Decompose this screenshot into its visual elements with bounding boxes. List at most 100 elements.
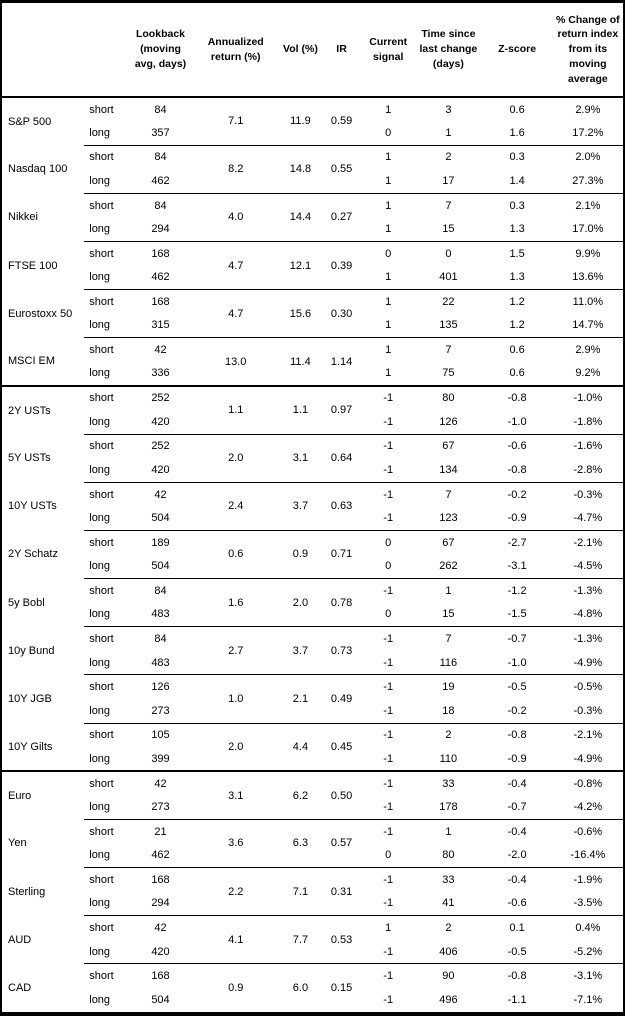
cell-time-long: 401: [415, 265, 482, 291]
cell-leg-long: long: [84, 313, 129, 339]
cell-pct-change-long: 13.6%: [552, 265, 623, 291]
cell-lookback-short: 168: [151, 295, 170, 308]
table-row-short: 5y Bobl short 84 1.6 2.0 0.78 -1 1 -1.2 -1.3%: [2, 578, 623, 628]
cell-annualized-return: 2.4: [192, 482, 279, 531]
cell-vol: 3.7: [278, 626, 322, 676]
cell-time-long: 1: [415, 121, 482, 146]
cell-pct-change-long: -5.2%: [552, 939, 623, 965]
cell-lookback-long: 504: [151, 993, 170, 1006]
cell-lookback-long: 294: [128, 891, 193, 917]
cell-zscore-long: 0.6: [481, 361, 553, 387]
cell-leg-long: long: [84, 265, 129, 291]
cell-annualized-return: 4.0: [192, 193, 279, 242]
cell-vol: 6.0: [292, 982, 309, 995]
cell-signal-long: -1: [361, 939, 416, 965]
cell-annualized-return: 2.0: [192, 723, 279, 773]
cell-zscore-long: -1.0: [481, 650, 553, 676]
cell-time-long: 110: [415, 747, 482, 773]
cell-leg-long: long: [84, 939, 129, 965]
cell-lookback-long: 273: [128, 698, 193, 724]
table-row-long: long 504 0 262 -3.1 -4.5%: [2, 554, 623, 580]
cell-instrument-name: Nikkei: [8, 211, 38, 224]
cell-signal-long: 0: [361, 602, 416, 628]
col-header-leg: [84, 3, 129, 98]
cell-lookback-short: 21: [154, 825, 167, 838]
cell-leg-short: short: [89, 295, 114, 308]
cell-signal-short: 0: [385, 247, 392, 260]
cell-instrument-name: 5Y USTs: [8, 452, 51, 465]
cell-signal-long: 1: [361, 361, 416, 387]
table-row-long: long 504 -1 496 -1.1 -7.1%: [2, 988, 623, 1012]
cell-time-short: 1: [445, 825, 452, 838]
cell-vol: 12.1: [278, 241, 322, 291]
table-body: S&P 500 short 84 7.1 11.9 0.59 1 3 0.6 2.9% long 35…: [2, 97, 623, 1012]
cell-vol: 14.8: [278, 145, 322, 194]
cell-pct-change-long: -4.9%: [552, 650, 623, 676]
cell-instrument-name: 5y Bobl: [8, 596, 45, 609]
cell-leg-long: long: [84, 843, 129, 869]
cell-signal-short: -1: [383, 584, 394, 597]
cell-signal-short: 1: [385, 295, 392, 308]
cell-zscore-short: -0.8: [507, 392, 527, 405]
cell-annualized-return: 4.1: [192, 915, 279, 965]
cell-annualized-return: 7.1: [192, 97, 279, 146]
cell-ir: 0.57: [321, 819, 362, 869]
cell-annualized-return: 8.2: [192, 145, 279, 194]
cell-signal-short: -1: [383, 825, 394, 838]
cell-zscore-long: -2.0: [481, 843, 553, 869]
cell-annualized-return: 13.0: [192, 337, 279, 387]
cell-zscore-short: 1.5: [509, 247, 525, 260]
cell-lookback-long: 483: [128, 602, 193, 628]
table-row-long: long 273 -1 18 -0.2 -0.3%: [2, 698, 623, 724]
cell-time-long: 18: [415, 698, 482, 724]
cell-pct-change-short: 11.0%: [572, 295, 604, 308]
cell-lookback-short: 168: [151, 247, 170, 260]
cell-leg-long: long: [84, 169, 129, 194]
col-header-z-score: Z-score: [481, 3, 553, 98]
table-row-short: S&P 500 short 84 7.1 11.9 0.59 1 3 0.6 2.9%: [2, 97, 623, 146]
cell-pct-change-short: 2.9%: [575, 103, 601, 116]
cell-signal-long: -1: [361, 410, 416, 435]
table-row-long: long 462 1 401 1.3 13.6%: [2, 265, 623, 291]
cell-signal-short: -1: [383, 681, 394, 694]
cell-signal-long: -1: [361, 891, 416, 917]
col-header-instrument: [2, 3, 85, 98]
cell-leg-long: long: [89, 993, 111, 1006]
cell-zscore-short: -2.7: [507, 536, 527, 549]
cell-annualized-return: 2.2: [192, 867, 279, 917]
cell-lookback-short: 84: [154, 633, 167, 645]
cell-pct-change-short: 2.9%: [575, 344, 601, 357]
cell-zscore-short: -0.5: [507, 681, 527, 694]
cell-lookback-short: 126: [151, 681, 170, 694]
cell-zscore-short: -0.8: [507, 729, 527, 742]
cell-vol: 7.7: [278, 915, 322, 965]
cell-annualized-return: 3.1: [192, 771, 279, 820]
cell-lookback-long: 504: [128, 554, 193, 580]
cell-leg-short: short: [89, 440, 114, 453]
cell-instrument-name: 10Y USTs: [8, 500, 57, 513]
cell-pct-change-long: -7.1%: [573, 993, 603, 1006]
cell-vol: 4.4: [278, 723, 322, 773]
table-row-short: 10y Bund short 84 2.7 3.7 0.73 -1 7 -0.7 -1.3%: [2, 626, 623, 676]
table-row-long: long 273 -1 178 -0.7 -4.2%: [2, 795, 623, 820]
cell-pct-change-short: -1.0%: [573, 392, 603, 405]
cell-zscore-long: -1.0: [481, 410, 553, 435]
cell-lookback-short: 84: [154, 103, 167, 116]
cell-lookback-short: 189: [151, 536, 170, 549]
cell-leg-short: short: [89, 729, 114, 742]
table-row-short: Sterling short 168 2.2 7.1 0.31 -1 33 -0.4 -1.9%: [2, 867, 623, 917]
table-row-short: 10Y JGB short 126 1.0 2.1 0.49 -1 19 -0.5 -0.5%: [2, 674, 623, 724]
cell-leg-short: short: [89, 681, 114, 694]
cell-pct-change-short: -0.3%: [573, 488, 603, 501]
cell-lookback-long: 273: [128, 795, 193, 820]
cell-pct-change-long: -0.3%: [552, 698, 623, 724]
cell-zscore-long: -0.5: [481, 939, 553, 965]
cell-leg-long: long: [84, 650, 129, 676]
table-row-long: long 483 -1 116 -1.0 -4.9%: [2, 650, 623, 676]
table-row-long: long 420 -1 126 -1.0 -1.8%: [2, 410, 623, 435]
cell-signal-long: 1: [361, 265, 416, 291]
col-header-vol: Vol (%): [278, 3, 322, 98]
cell-lookback-long: 504: [128, 506, 193, 531]
cell-time-long: 15: [415, 602, 482, 628]
